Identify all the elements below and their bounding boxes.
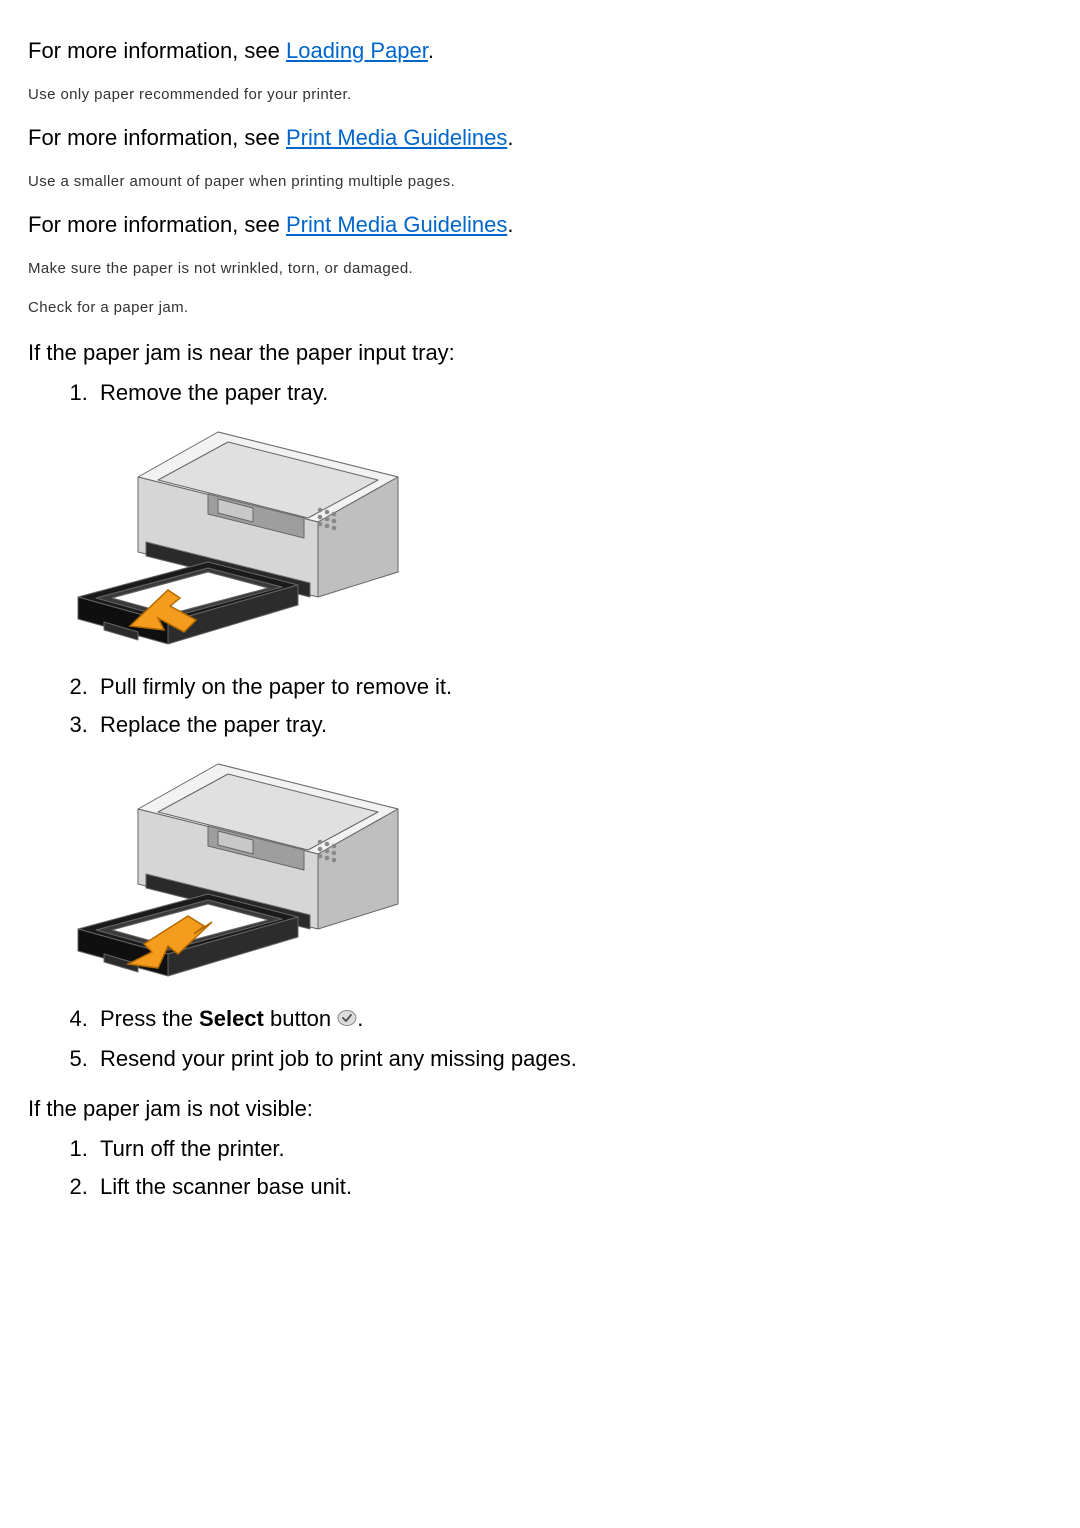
info-prefix: For more information, see [28,212,286,237]
steps-list-1c: Press the Select button . Resend your pr… [28,1006,1052,1072]
step-text-post: button [264,1006,337,1031]
document-page: For more information, see Loading Paper.… [0,0,1080,1274]
printer-illustration-replace-tray [68,754,408,982]
printer-illustration-remove-tray [68,422,408,650]
loading-paper-link[interactable]: Loading Paper [286,38,428,63]
info-line-guidelines-2: For more information, see Print Media Gu… [28,212,1052,238]
period: . [507,212,513,237]
step-turn-off: Turn off the printer. [94,1136,1052,1162]
info-prefix: For more information, see [28,125,286,150]
step-resend-job: Resend your print job to print any missi… [94,1046,1052,1072]
note-not-wrinkled: Make sure the paper is not wrinkled, tor… [28,260,1052,277]
note-check-jam: Check for a paper jam. [28,299,1052,316]
note-smaller-amount: Use a smaller amount of paper when print… [28,173,1052,190]
info-line-loading-paper: For more information, see Loading Paper. [28,38,1052,64]
step-replace-tray: Replace the paper tray. [94,712,1052,738]
section-heading-not-visible: If the paper jam is not visible: [28,1096,1052,1122]
period: . [428,38,434,63]
select-bold-text: Select [199,1006,264,1031]
select-button-icon [337,1008,357,1034]
steps-list-1b: Pull firmly on the paper to remove it. R… [28,674,1052,738]
info-prefix: For more information, see [28,38,286,63]
step-remove-tray: Remove the paper tray. [94,380,1052,406]
period: . [357,1006,363,1031]
note-recommended-paper: Use only paper recommended for your prin… [28,86,1052,103]
step-text-pre: Press the [100,1006,199,1031]
step-pull-paper: Pull firmly on the paper to remove it. [94,674,1052,700]
steps-list-2: Turn off the printer. Lift the scanner b… [28,1136,1052,1200]
section-heading-near-input-tray: If the paper jam is near the paper input… [28,340,1052,366]
info-line-guidelines-1: For more information, see Print Media Gu… [28,125,1052,151]
period: . [507,125,513,150]
print-media-guidelines-link-1[interactable]: Print Media Guidelines [286,125,507,150]
print-media-guidelines-link-2[interactable]: Print Media Guidelines [286,212,507,237]
steps-list-1a: Remove the paper tray. [28,380,1052,406]
step-lift-scanner: Lift the scanner base unit. [94,1174,1052,1200]
step-press-select: Press the Select button . [94,1006,1052,1034]
